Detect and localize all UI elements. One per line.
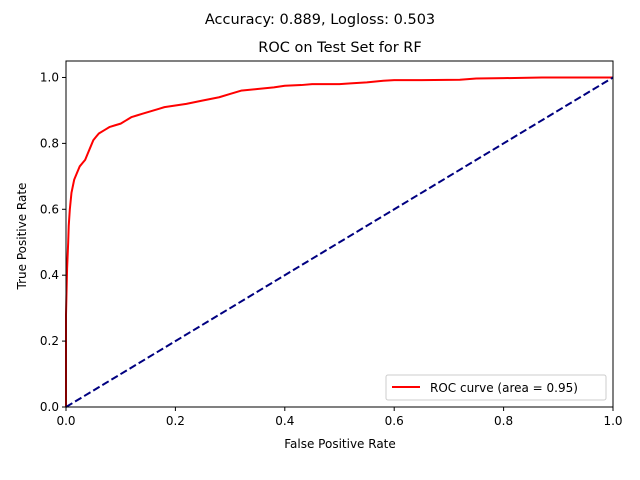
legend-label: ROC curve (area = 0.95): [430, 381, 578, 395]
legend: ROC curve (area = 0.95): [385, 374, 607, 401]
axes-frame: [65, 60, 614, 408]
x-tick-label: 0.6: [385, 414, 404, 428]
x-tick-label: 0.2: [166, 414, 185, 428]
plot-area: 0.0 0.2 0.4 0.6 0.8 1.0 0.0 0.2 0.4 0.6 0.8 1.0: [40, 60, 623, 428]
y-axis-label: True Positive Rate: [15, 183, 29, 291]
y-tick-label: 0.8: [40, 136, 59, 150]
x-tick-label: 0.0: [56, 414, 75, 428]
y-tick-label: 0.2: [40, 334, 59, 348]
figure-suptitle: Accuracy: 0.889, Logloss: 0.503: [205, 12, 435, 28]
chance-diagonal-line: [65, 76, 614, 408]
y-tick-label: 0.0: [40, 400, 59, 414]
chart-title: ROC on Test Set for RF: [258, 40, 421, 56]
x-tick-label: 0.8: [494, 414, 513, 428]
x-axis-label: False Positive Rate: [284, 437, 396, 451]
roc-curve-line: [65, 76, 613, 407]
y-tick-label: 0.4: [40, 268, 59, 282]
y-tick-label: 0.6: [40, 202, 59, 216]
x-tick-label: 0.4: [275, 414, 294, 428]
x-tick-label: 1.0: [603, 414, 622, 428]
legend-box: [385, 374, 607, 401]
y-tick-label: 1.0: [40, 70, 59, 84]
